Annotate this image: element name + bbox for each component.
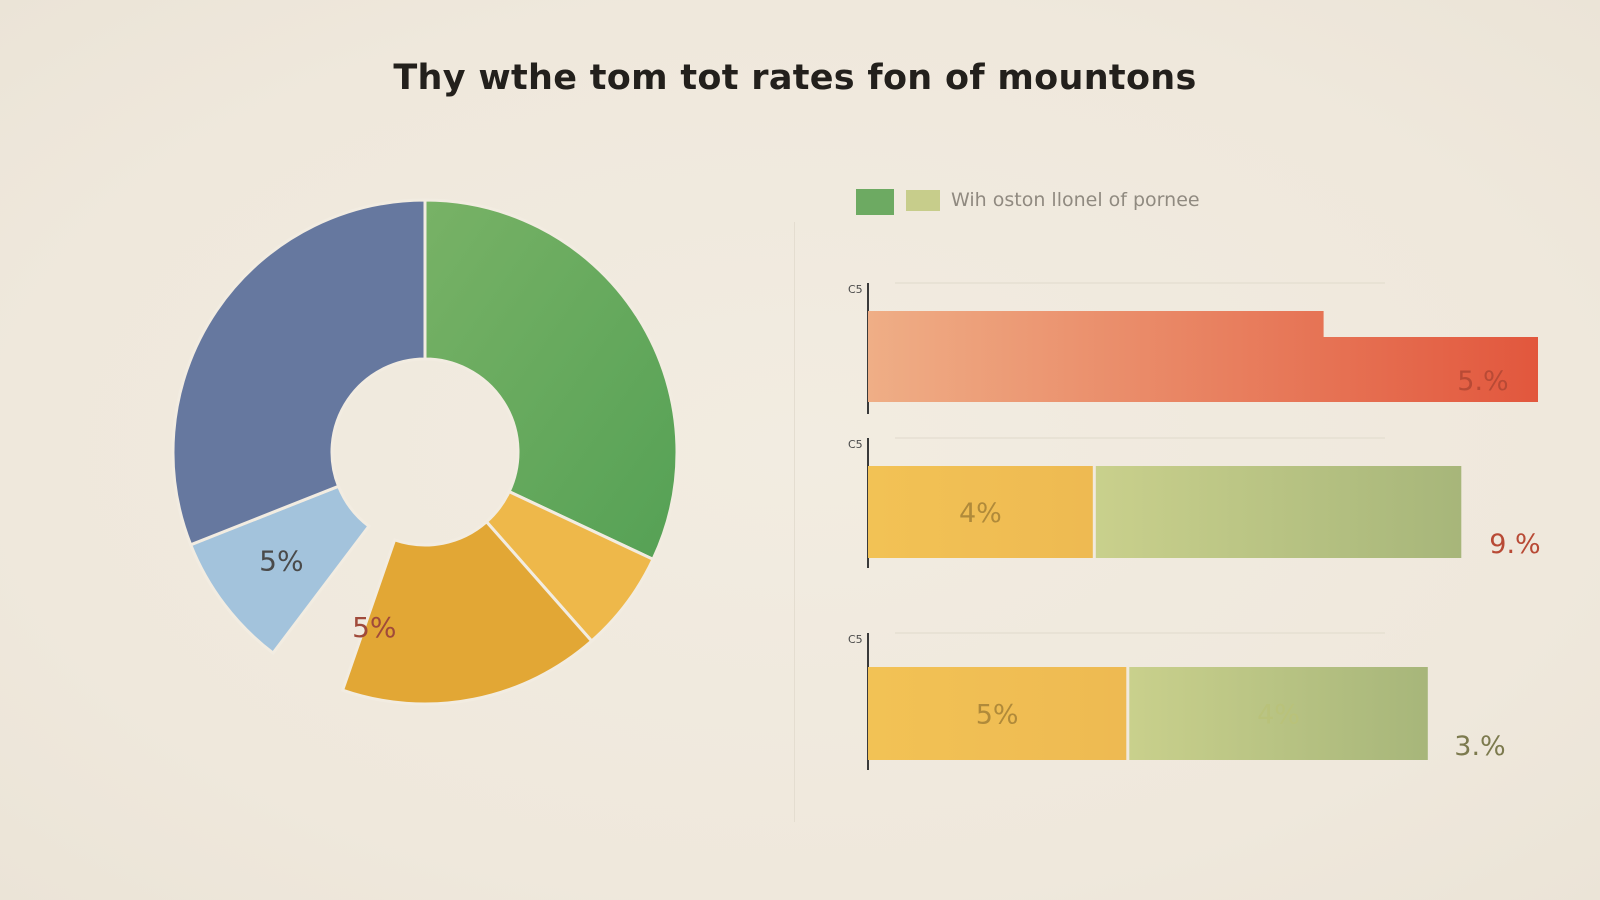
bar-category-label: C5 — [848, 438, 863, 451]
bar-segment — [868, 667, 1127, 760]
bar-end-label: 9.% — [1489, 529, 1540, 560]
legend-swatch-green — [856, 189, 894, 215]
donut-chart: 5% 5% — [171, 198, 679, 706]
legend: Wih oston llonel of pornee — [856, 189, 1200, 215]
bar-category-label: C5 — [848, 633, 863, 646]
legend-label: Wih oston llonel of pornee — [951, 189, 1200, 211]
donut-slice-green — [423, 198, 679, 562]
bar-end-label: 3.% — [1454, 731, 1505, 762]
donut-slice-blue — [171, 198, 427, 547]
bar-segment-label: 4% — [1257, 700, 1300, 731]
legend-swatch-olive — [906, 190, 940, 211]
chart-title: Thy wthe tom tot rates fon of mountons — [393, 58, 1197, 98]
bar-segment-label: 4% — [959, 498, 1002, 529]
bar-end-label: 5.% — [1457, 366, 1508, 397]
bar-segment-label: 5% — [976, 700, 1019, 731]
bar-category-label: C5 — [848, 283, 863, 296]
bar-segment — [868, 466, 1093, 558]
bar-segment — [1095, 466, 1462, 558]
bar-segment — [1129, 667, 1428, 760]
panel-divider — [794, 222, 795, 822]
bar-chart: C5 5.% C5 4% 9.% C5 5% 4% 3.% — [848, 282, 1541, 770]
donut-slice-label: 5% — [352, 611, 396, 644]
donut-slice-label: 5% — [259, 544, 303, 577]
donut-slice-yellow-large — [340, 519, 594, 706]
bar-segment — [868, 311, 1538, 402]
